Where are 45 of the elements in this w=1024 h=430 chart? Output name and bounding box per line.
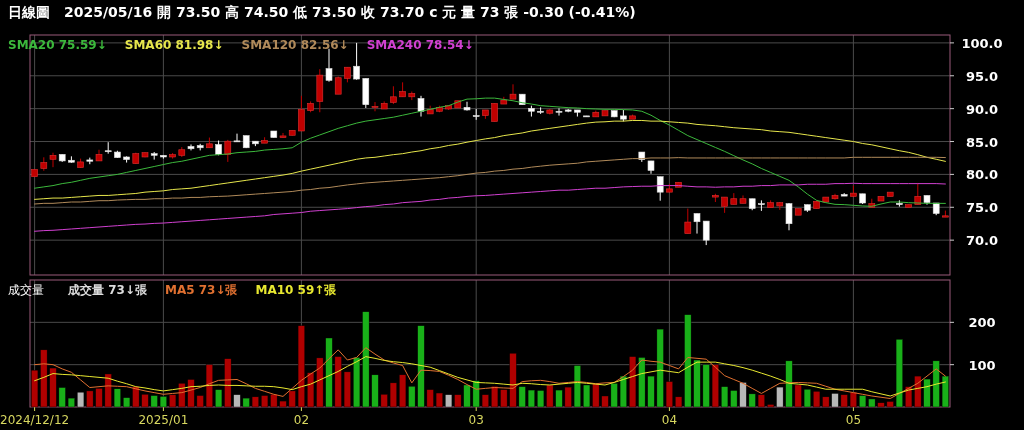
x-tick-label: 02: [293, 413, 310, 427]
candlestick: [187, 143, 195, 151]
line-series: [34, 356, 946, 397]
candlestick: [233, 133, 241, 143]
text: 成交量 73↓張: [67, 283, 148, 297]
candlestick: [785, 202, 793, 231]
candlestick: [555, 107, 563, 117]
candlestick: [353, 42, 360, 81]
candlestick: [702, 220, 710, 246]
y-tick-label: 100: [968, 357, 996, 373]
y-tick-label: 80.0: [965, 167, 999, 183]
y-tick-label: 100.0: [961, 35, 1003, 51]
candlestick: [491, 102, 498, 122]
y-tick-label: 85.0: [965, 134, 999, 150]
chart-title: 日線圖: [8, 4, 50, 20]
x-tick-label: 2024/12/12: [0, 413, 70, 427]
y-tick-label: 200: [968, 315, 996, 331]
text: SMA120 82.56↓: [241, 38, 349, 52]
candlestick: [417, 95, 425, 118]
y-tick-label: 90.0: [965, 101, 999, 117]
line-series: [34, 347, 946, 400]
chart-subtitle: 2025/05/16 開 73.50 高 74.50 低 73.50 收 73.70 c 元 量 73 張 -0.30 (-0.41%): [64, 4, 636, 20]
chart-title: 成交量: [8, 283, 44, 297]
candlestick: [509, 83, 517, 100]
candlestick: [371, 101, 379, 112]
y-tick-label: 95.0: [965, 68, 999, 84]
text: MA10 59↑張: [255, 283, 338, 297]
x-tick-label: 03: [468, 413, 484, 427]
line-series: [34, 156, 946, 205]
y-tick-label: 70.0: [965, 233, 999, 249]
text: SMA240 78.54↓: [366, 38, 474, 52]
candlestick: [684, 208, 692, 235]
candlestick: [463, 101, 471, 112]
candlestick: [298, 95, 305, 132]
text: SMA60 81.98↓: [124, 38, 224, 52]
candlestick: [325, 48, 333, 83]
candlestick: [693, 213, 701, 235]
candlestick: [224, 139, 232, 163]
x-tick-label: 05: [845, 413, 862, 427]
x-tick-label: 04: [661, 413, 678, 427]
candlestick: [49, 152, 57, 168]
x-tick-label: 2025/01: [138, 413, 189, 427]
y-tick-label: 75.0: [965, 200, 999, 216]
text: SMA20 75.59↓: [8, 38, 107, 52]
text: MA5 73↓張: [164, 283, 239, 297]
